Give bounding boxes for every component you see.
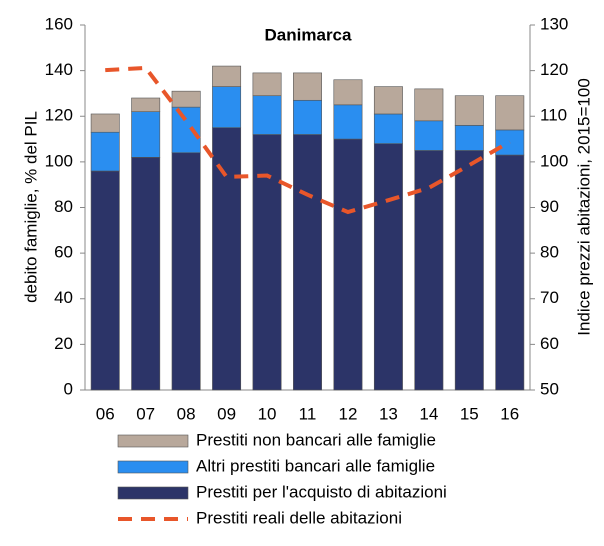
bar bbox=[373, 143, 403, 391]
bar bbox=[414, 88, 444, 122]
x-tick-label: 13 bbox=[379, 404, 398, 423]
bar bbox=[212, 86, 242, 128]
bar bbox=[293, 134, 322, 391]
x-tick-label: 07 bbox=[136, 404, 155, 423]
bar bbox=[90, 131, 120, 172]
x-tick-label: 14 bbox=[419, 404, 438, 423]
bar bbox=[454, 125, 484, 151]
bar bbox=[373, 113, 403, 144]
bar bbox=[414, 120, 444, 151]
y2-tick-label: 60 bbox=[540, 334, 559, 353]
legend-swatch bbox=[117, 486, 189, 500]
legend-swatch bbox=[117, 434, 189, 448]
x-tick-label: 06 bbox=[96, 404, 115, 423]
bar bbox=[333, 138, 363, 391]
y2-tick-label: 90 bbox=[540, 197, 559, 216]
line-series bbox=[105, 65, 511, 215]
bar bbox=[90, 113, 120, 133]
x-tick-label: 16 bbox=[500, 404, 519, 423]
bar bbox=[454, 95, 484, 126]
y-tick-label: 80 bbox=[54, 197, 73, 216]
bar bbox=[495, 129, 525, 156]
y-tick-label: 100 bbox=[45, 151, 73, 170]
x-tick-label: 10 bbox=[258, 404, 277, 423]
x-tick-label: 15 bbox=[460, 404, 479, 423]
bar bbox=[171, 106, 201, 154]
y2-tick-label: 100 bbox=[540, 151, 568, 170]
bar bbox=[171, 152, 201, 391]
y-tick-label: 0 bbox=[64, 379, 73, 398]
legend-label: Prestiti non bancari alle famiglie bbox=[196, 430, 436, 449]
y2-tick-label: 110 bbox=[540, 106, 567, 125]
y2-axis-label: Indice prezzi abitazioni, 2015=100 bbox=[574, 78, 593, 336]
bar bbox=[293, 99, 322, 135]
y2-tick-label: 80 bbox=[540, 243, 559, 262]
x-tick-label: 12 bbox=[338, 404, 357, 423]
x-tick-label: 11 bbox=[299, 404, 317, 423]
bar bbox=[454, 150, 484, 391]
bar bbox=[414, 150, 444, 391]
y-tick-label: 160 bbox=[45, 14, 73, 33]
bar bbox=[495, 95, 525, 131]
legend-label: Altri prestiti bancari alle famiglie bbox=[196, 456, 435, 475]
bar bbox=[252, 72, 282, 97]
bar bbox=[333, 79, 363, 106]
bar bbox=[333, 104, 363, 140]
y-tick-label: 60 bbox=[54, 243, 73, 262]
y2-tick-label: 70 bbox=[540, 288, 559, 307]
y-tick-label: 140 bbox=[45, 60, 73, 79]
bar bbox=[212, 65, 242, 87]
y2-tick-label: 130 bbox=[540, 14, 568, 33]
bar bbox=[495, 154, 525, 391]
bar bbox=[252, 134, 282, 391]
y-tick-label: 20 bbox=[54, 334, 73, 353]
x-tick-label: 09 bbox=[217, 404, 236, 423]
legend-label: Prestiti per l'acquisto di abitazioni bbox=[196, 482, 447, 501]
x-tick-label: 08 bbox=[177, 404, 196, 423]
chart-title: Danimarca bbox=[265, 25, 352, 44]
bar bbox=[90, 170, 120, 391]
y-tick-label: 120 bbox=[45, 106, 73, 125]
bar bbox=[252, 95, 282, 135]
bar bbox=[131, 97, 161, 112]
bar bbox=[373, 86, 403, 115]
bar bbox=[171, 90, 201, 108]
y-axis-label: debito famiglie, % del PIL bbox=[21, 111, 40, 303]
legend-swatch bbox=[117, 460, 189, 474]
y-tick-label: 40 bbox=[54, 288, 73, 307]
bar bbox=[131, 111, 161, 158]
bar bbox=[293, 72, 322, 101]
bar bbox=[131, 157, 161, 391]
bar bbox=[212, 127, 242, 391]
y2-tick-label: 50 bbox=[540, 379, 559, 398]
y2-tick-label: 120 bbox=[540, 60, 568, 79]
legend-label: Prestiti reali delle abitazioni bbox=[196, 508, 402, 527]
